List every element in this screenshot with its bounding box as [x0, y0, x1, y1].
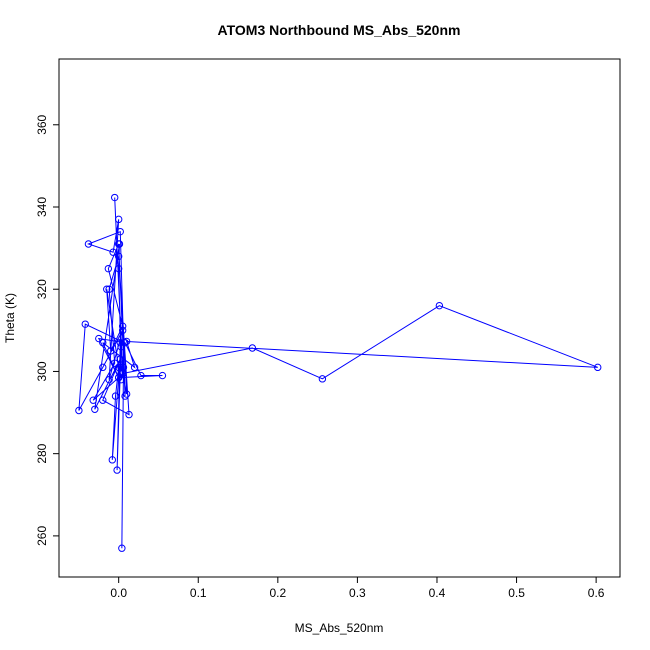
- data-point: [130, 363, 139, 372]
- data-point: [99, 363, 107, 372]
- data-point: [118, 322, 127, 330]
- data-point: [105, 285, 113, 293]
- data-point: [116, 355, 124, 363]
- data-point: [89, 396, 97, 404]
- series-layer: [75, 193, 602, 552]
- data-point: [114, 373, 123, 382]
- data-point: [113, 466, 121, 474]
- data-point: [115, 240, 124, 248]
- x-axis-label: MS_Abs_520nm: [295, 621, 384, 635]
- data-point: [121, 392, 129, 400]
- data-point: [118, 544, 126, 552]
- data-point: [91, 405, 99, 413]
- y-tick-label: 280: [35, 443, 49, 463]
- data-point: [75, 406, 83, 415]
- y-tick-label: 360: [35, 114, 49, 134]
- data-point: [125, 410, 133, 419]
- data-point: [122, 390, 131, 398]
- plot-area-frame: [58, 58, 621, 578]
- data-point: [84, 240, 93, 248]
- y-tick-label: 320: [35, 279, 49, 299]
- y-tick-label: 260: [35, 526, 49, 546]
- data-point: [248, 344, 257, 352]
- data-point: [111, 392, 120, 400]
- data-point: [118, 326, 127, 335]
- data-point: [99, 396, 107, 404]
- data-point: [109, 248, 117, 256]
- x-tick-label: 0.0: [110, 586, 127, 600]
- data-point: [118, 367, 127, 376]
- data-point: [114, 215, 123, 224]
- series-line: [78, 197, 598, 549]
- data-point: [318, 375, 327, 383]
- data-point: [117, 375, 125, 384]
- y-tick-label: 300: [35, 361, 49, 381]
- data-point: [105, 375, 113, 384]
- data-point: [108, 456, 117, 464]
- chart-title: ATOM3 Northbound MS_Abs_520nm: [218, 22, 461, 38]
- data-point: [111, 193, 119, 202]
- data-point: [99, 338, 107, 347]
- data-point: [158, 371, 167, 380]
- y-axis: 260 280 300 320 340 360: [35, 114, 59, 546]
- x-tick-label: 0.4: [429, 586, 446, 600]
- x-tick-label: 0.3: [349, 586, 366, 600]
- data-point: [81, 320, 89, 328]
- data-point: [114, 264, 123, 273]
- data-point: [114, 252, 123, 261]
- data-point: [103, 285, 111, 293]
- data-point: [137, 371, 145, 380]
- data-point: [435, 301, 444, 310]
- data-point: [122, 337, 131, 346]
- data-point: [107, 347, 115, 355]
- data-point: [114, 363, 123, 372]
- x-tick-label: 0.2: [269, 586, 286, 600]
- y-tick-label: 340: [35, 197, 49, 217]
- x-axis: 0.0 0.1 0.2 0.3 0.4 0.5 0.6: [110, 577, 605, 600]
- data-point: [121, 338, 129, 347]
- data-point: [111, 359, 119, 367]
- data-point: [594, 363, 602, 372]
- x-tick-label: 0.6: [588, 586, 605, 600]
- data-point: [116, 227, 124, 236]
- y-axis-label: Theta (K): [3, 293, 17, 343]
- data-point: [104, 264, 113, 273]
- x-tick-label: 0.1: [190, 586, 207, 600]
- x-tick-label: 0.5: [508, 586, 525, 600]
- data-point: [95, 334, 103, 343]
